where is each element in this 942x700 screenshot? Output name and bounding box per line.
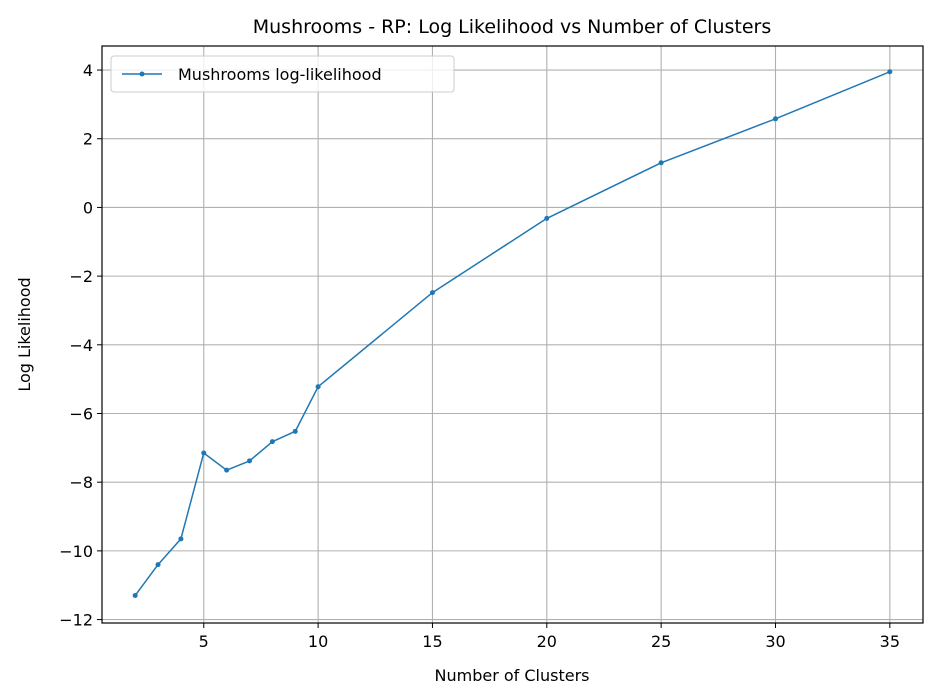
y-axis: −12 −10 −8 −6 −4 −2 0 2 4 [59, 61, 102, 630]
y-tick-label: −6 [69, 404, 93, 423]
x-tick-label: 15 [422, 632, 442, 651]
series-layer [132, 69, 893, 599]
data-point [178, 536, 184, 542]
y-axis-label: Log Likelihood [15, 277, 34, 391]
x-tick-label: 5 [199, 632, 209, 651]
y-tick-label: 0 [83, 198, 93, 217]
y-tick-label: −8 [69, 473, 93, 492]
y-tick-label: 2 [83, 130, 93, 149]
legend-entry: Mushrooms log-likelihood [178, 65, 382, 84]
x-tick-label: 20 [537, 632, 557, 651]
data-point [315, 384, 321, 390]
data-point [887, 69, 893, 75]
grid-lines [102, 46, 923, 623]
data-point [224, 467, 230, 473]
x-tick-label: 25 [651, 632, 671, 651]
y-tick-label: −4 [69, 336, 93, 355]
legend: Mushrooms log-likelihood [110, 55, 455, 93]
data-point [155, 562, 161, 568]
x-axis: 5 10 15 20 25 30 35 [199, 623, 900, 651]
data-point [772, 116, 778, 122]
x-axis-label: Number of Clusters [435, 666, 590, 685]
x-tick-label: 10 [308, 632, 328, 651]
data-point [292, 428, 298, 434]
chart-title: Mushrooms - RP: Log Likelihood vs Number… [253, 16, 772, 38]
x-tick-label: 30 [765, 632, 785, 651]
plot-frame [101, 45, 924, 624]
data-point [269, 439, 275, 445]
y-tick-label: 4 [83, 61, 93, 80]
y-tick-label: −10 [59, 542, 93, 561]
data-point [132, 593, 138, 599]
legend-box [110, 55, 455, 93]
y-tick-label: −12 [59, 611, 93, 630]
x-tick-label: 35 [880, 632, 900, 651]
y-tick-label: −2 [69, 267, 93, 286]
series-line [134, 71, 891, 596]
data-point [201, 450, 207, 456]
data-point [429, 290, 435, 296]
data-point [658, 160, 664, 166]
legend-marker-swatch [139, 71, 145, 77]
data-point [247, 458, 253, 464]
data-point [544, 215, 550, 221]
